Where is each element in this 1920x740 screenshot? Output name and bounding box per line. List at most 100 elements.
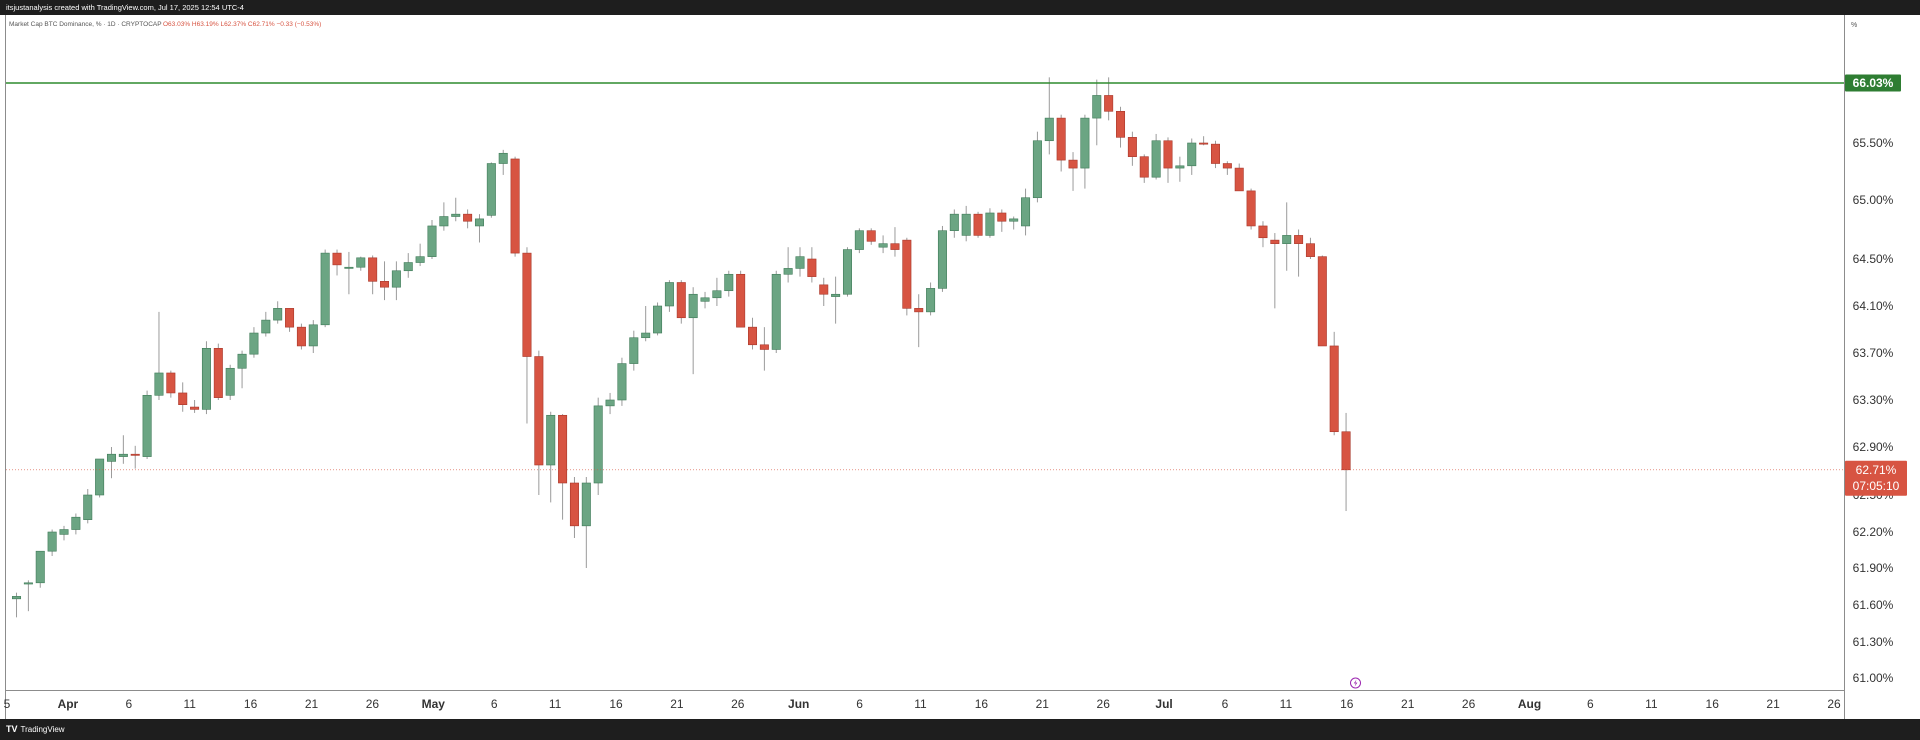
candle[interactable] [166, 370, 176, 398]
candle[interactable] [391, 261, 401, 301]
candle[interactable] [237, 350, 247, 389]
candle[interactable] [676, 280, 686, 324]
tradingview-logo-icon[interactable]: TV [6, 724, 18, 734]
candle[interactable] [985, 208, 995, 238]
candle[interactable] [629, 330, 639, 371]
candle[interactable] [926, 282, 936, 316]
candle[interactable] [178, 382, 188, 412]
candle[interactable] [937, 225, 947, 292]
candle[interactable] [296, 323, 306, 350]
candle[interactable] [534, 350, 544, 495]
candle[interactable] [1199, 136, 1209, 146]
candle[interactable] [451, 197, 461, 222]
candle[interactable] [997, 209, 1007, 232]
candle[interactable] [1317, 255, 1327, 347]
candle[interactable] [83, 489, 93, 524]
candle[interactable] [1104, 77, 1114, 121]
candle[interactable] [973, 211, 983, 238]
candle[interactable] [368, 255, 378, 295]
candle[interactable] [59, 525, 69, 541]
candle[interactable] [1139, 154, 1149, 183]
candle[interactable] [605, 392, 615, 415]
candle[interactable] [1305, 237, 1315, 259]
candle[interactable] [1234, 163, 1244, 192]
candle[interactable] [403, 253, 413, 278]
candle[interactable] [213, 343, 223, 400]
candle[interactable] [35, 550, 45, 588]
candle[interactable] [664, 280, 674, 312]
candle[interactable] [949, 209, 959, 238]
candle[interactable] [344, 251, 354, 295]
candle[interactable] [1341, 412, 1351, 512]
candle[interactable] [712, 277, 722, 306]
candle[interactable] [783, 247, 793, 283]
candle[interactable] [1163, 137, 1173, 183]
candle[interactable] [1080, 114, 1090, 189]
candle[interactable] [201, 341, 211, 415]
candle[interactable] [700, 291, 710, 309]
candle[interactable] [427, 220, 437, 259]
candle[interactable] [807, 247, 817, 283]
candle[interactable] [320, 249, 330, 328]
candle[interactable] [569, 477, 579, 538]
candle[interactable] [332, 249, 342, 276]
candle[interactable] [831, 276, 841, 324]
candle[interactable] [486, 162, 496, 218]
candle[interactable] [510, 156, 520, 257]
candle[interactable] [878, 235, 888, 254]
candle[interactable] [23, 580, 33, 612]
candle[interactable] [1116, 106, 1126, 148]
candle[interactable] [47, 529, 57, 556]
candle[interactable] [1282, 202, 1292, 271]
candle[interactable] [225, 364, 235, 400]
candle[interactable] [498, 149, 508, 175]
candle[interactable] [190, 400, 200, 413]
candle[interactable] [249, 327, 259, 358]
candle[interactable] [1044, 77, 1054, 155]
candle[interactable] [1294, 229, 1304, 277]
candle[interactable] [356, 256, 366, 271]
candle[interactable] [308, 320, 318, 353]
candle[interactable] [463, 209, 473, 229]
candle[interactable] [819, 277, 829, 306]
candle[interactable] [736, 270, 746, 328]
candle[interactable] [12, 592, 22, 618]
candle[interactable] [902, 237, 912, 316]
candle[interactable] [415, 243, 425, 267]
candle[interactable] [653, 302, 663, 336]
candle[interactable] [854, 228, 864, 254]
candle[interactable] [106, 447, 116, 479]
candle[interactable] [688, 287, 698, 375]
candle[interactable] [890, 227, 900, 257]
candle[interactable] [795, 247, 805, 277]
candle[interactable] [842, 247, 852, 297]
candle[interactable] [593, 397, 603, 495]
candle[interactable] [1270, 233, 1280, 309]
candle[interactable] [71, 513, 81, 535]
candle[interactable] [439, 202, 449, 231]
candle[interactable] [866, 228, 876, 245]
candle[interactable] [1068, 152, 1078, 191]
candle[interactable] [118, 435, 128, 464]
candle[interactable] [285, 308, 295, 332]
candle[interactable] [474, 214, 484, 243]
candle[interactable] [914, 294, 924, 348]
candle[interactable] [142, 390, 152, 459]
lightning-marker-icon[interactable] [1350, 677, 1361, 689]
candle[interactable] [546, 411, 556, 503]
candle[interactable] [1329, 331, 1339, 436]
candle[interactable] [558, 414, 568, 520]
candle[interactable] [380, 261, 390, 301]
price-chart[interactable]: Market Cap BTC Dominance, % · 1D · CRYPT… [0, 15, 1920, 719]
candle[interactable] [1246, 188, 1256, 230]
candle[interactable] [641, 306, 651, 342]
candle[interactable] [273, 301, 283, 324]
candle[interactable] [130, 445, 140, 469]
candle[interactable] [1009, 216, 1019, 230]
candle[interactable] [1210, 140, 1220, 169]
candle[interactable] [961, 205, 971, 242]
candle[interactable] [748, 317, 758, 350]
candle[interactable] [1175, 156, 1185, 182]
candle[interactable] [759, 327, 769, 371]
candle[interactable] [1056, 114, 1066, 172]
